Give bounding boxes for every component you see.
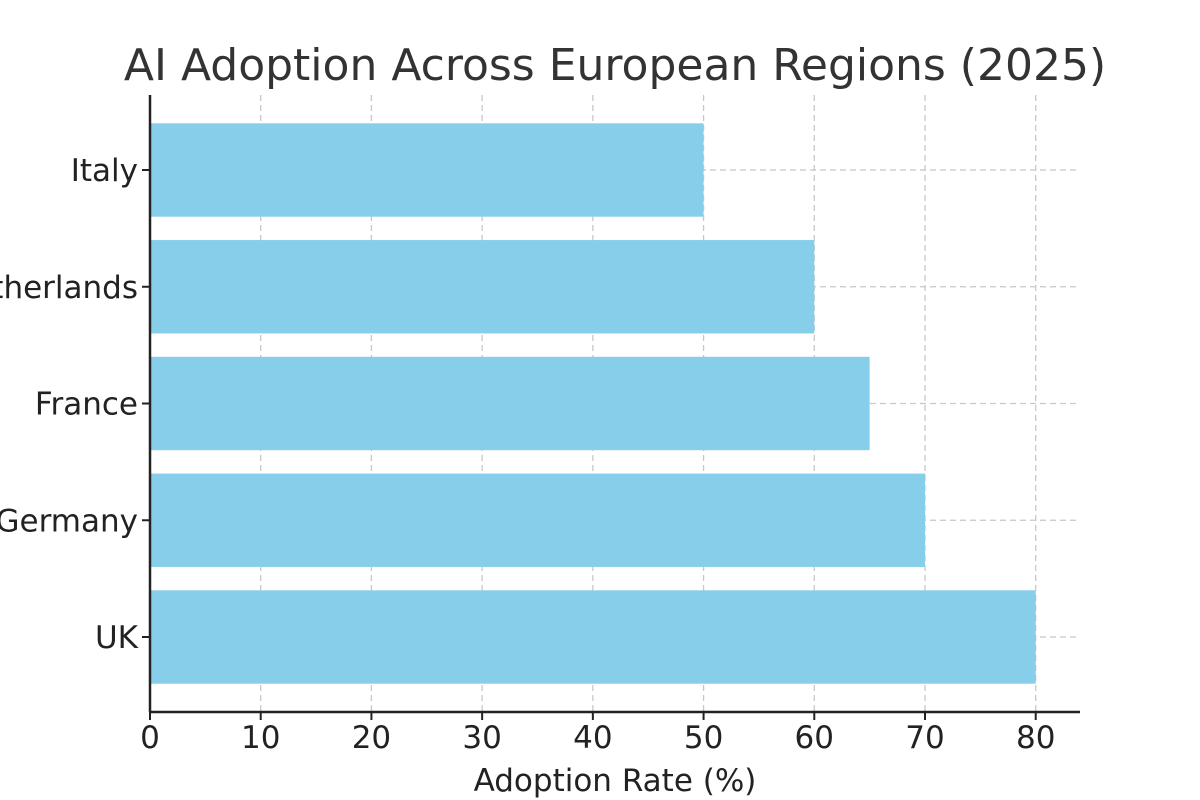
y-tick-label-uk: UK [95, 620, 139, 656]
x-ticks: 0 10 20 30 40 50 60 70 80 [140, 712, 1055, 756]
bar-france [150, 356, 870, 451]
x-tick-label: 30 [462, 720, 501, 756]
x-axis-label: Adoption Rate (%) [474, 763, 757, 799]
y-tick-label-germany: Germany [0, 503, 138, 539]
x-tick-label: 80 [1016, 720, 1055, 756]
bar-netherlands [150, 240, 815, 334]
bar-germany [150, 473, 925, 567]
x-tick-label: 50 [684, 720, 723, 756]
bar-italy [150, 123, 704, 217]
x-tick-label: 60 [795, 720, 834, 756]
bars [150, 123, 1036, 684]
y-tick-label-france: France [35, 387, 138, 423]
y-ticks: UK Germany France Netherlands Italy [0, 153, 150, 656]
x-tick-label: 20 [352, 720, 391, 756]
x-tick-label: 0 [140, 720, 160, 756]
bar-uk [150, 590, 1036, 684]
x-tick-label: 70 [905, 720, 944, 756]
x-tick-label: 40 [573, 720, 612, 756]
y-tick-label-netherlands: Netherlands [0, 270, 138, 306]
y-tick-label-italy: Italy [71, 153, 138, 189]
chart-title: AI Adoption Across European Regions (202… [124, 40, 1106, 91]
x-tick-label: 10 [241, 720, 280, 756]
